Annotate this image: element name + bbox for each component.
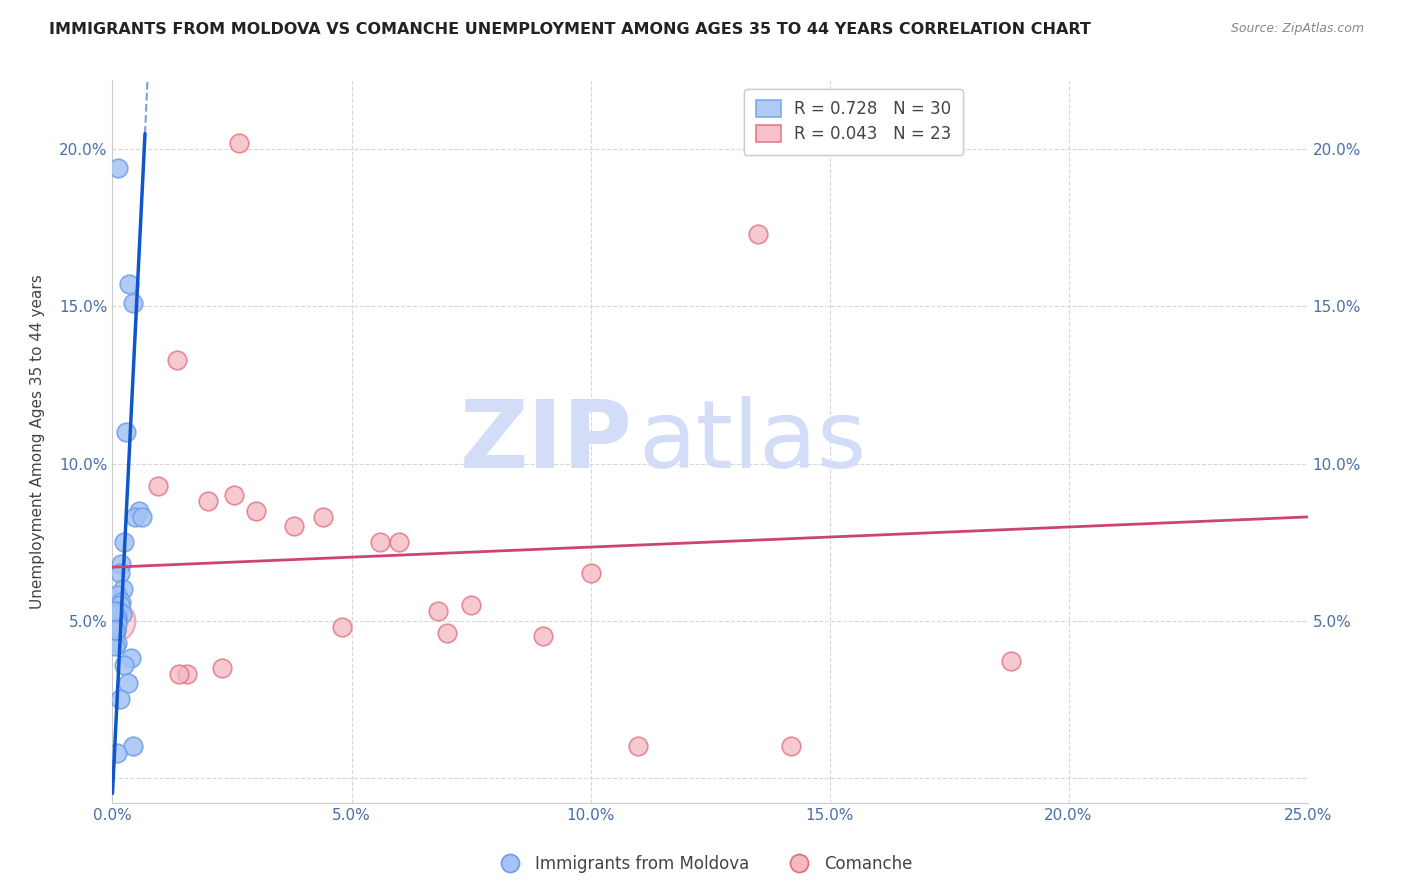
Point xyxy=(104,623,127,637)
Point xyxy=(128,503,150,517)
Point xyxy=(104,629,127,643)
Point xyxy=(197,494,219,508)
Point xyxy=(107,161,129,176)
Point xyxy=(105,616,128,631)
Point xyxy=(105,746,128,760)
Point xyxy=(211,661,233,675)
Point xyxy=(111,607,134,622)
Point xyxy=(1000,655,1022,669)
Point xyxy=(228,136,250,150)
Point xyxy=(104,620,127,634)
Legend: Immigrants from Moldova, Comanche: Immigrants from Moldova, Comanche xyxy=(486,848,920,880)
Text: ZIP: ZIP xyxy=(460,395,633,488)
Point xyxy=(176,667,198,681)
Point xyxy=(283,519,305,533)
Point xyxy=(114,657,135,672)
Point xyxy=(368,535,391,549)
Point xyxy=(107,604,129,618)
Point xyxy=(105,614,128,628)
Point xyxy=(108,566,131,581)
Point xyxy=(117,676,139,690)
Point xyxy=(105,623,128,637)
Point xyxy=(103,614,125,628)
Point xyxy=(104,607,127,622)
Point xyxy=(124,510,146,524)
Point xyxy=(105,614,128,628)
Point xyxy=(105,614,128,628)
Point xyxy=(104,616,127,631)
Point xyxy=(104,610,127,624)
Point xyxy=(105,623,128,637)
Point xyxy=(627,739,650,754)
Text: Source: ZipAtlas.com: Source: ZipAtlas.com xyxy=(1230,22,1364,36)
Point xyxy=(436,626,458,640)
Point xyxy=(108,598,131,612)
Y-axis label: Unemployment Among Ages 35 to 44 years: Unemployment Among Ages 35 to 44 years xyxy=(31,274,45,609)
Point xyxy=(245,503,267,517)
Point xyxy=(105,589,128,603)
Point xyxy=(115,425,138,439)
Point xyxy=(105,610,128,624)
Point xyxy=(105,614,128,628)
Point xyxy=(531,629,554,643)
Point xyxy=(169,667,191,681)
Point xyxy=(224,488,246,502)
Point xyxy=(131,510,153,524)
Point xyxy=(780,739,803,754)
Point xyxy=(146,478,169,492)
Text: IMMIGRANTS FROM MOLDOVA VS COMANCHE UNEMPLOYMENT AMONG AGES 35 TO 44 YEARS CORRE: IMMIGRANTS FROM MOLDOVA VS COMANCHE UNEM… xyxy=(49,22,1091,37)
Point xyxy=(104,620,127,634)
Point xyxy=(108,692,131,706)
Point xyxy=(105,610,128,624)
Legend: R = 0.728   N = 30, R = 0.043   N = 23: R = 0.728 N = 30, R = 0.043 N = 23 xyxy=(744,88,963,155)
Text: atlas: atlas xyxy=(638,395,866,488)
Point xyxy=(105,635,128,649)
Point xyxy=(103,614,125,628)
Point xyxy=(747,227,769,242)
Point xyxy=(121,739,143,754)
Point xyxy=(111,582,134,597)
Point xyxy=(388,535,411,549)
Point xyxy=(114,535,135,549)
Point xyxy=(121,296,143,310)
Point xyxy=(312,510,335,524)
Point xyxy=(104,639,127,653)
Point xyxy=(110,557,132,571)
Point xyxy=(426,604,449,618)
Point xyxy=(330,620,353,634)
Point xyxy=(103,607,125,622)
Point xyxy=(118,277,141,292)
Point xyxy=(579,566,602,581)
Point xyxy=(103,604,125,618)
Point xyxy=(120,651,142,665)
Point xyxy=(460,598,482,612)
Point xyxy=(166,352,188,367)
Point xyxy=(110,595,132,609)
Point xyxy=(103,620,125,634)
